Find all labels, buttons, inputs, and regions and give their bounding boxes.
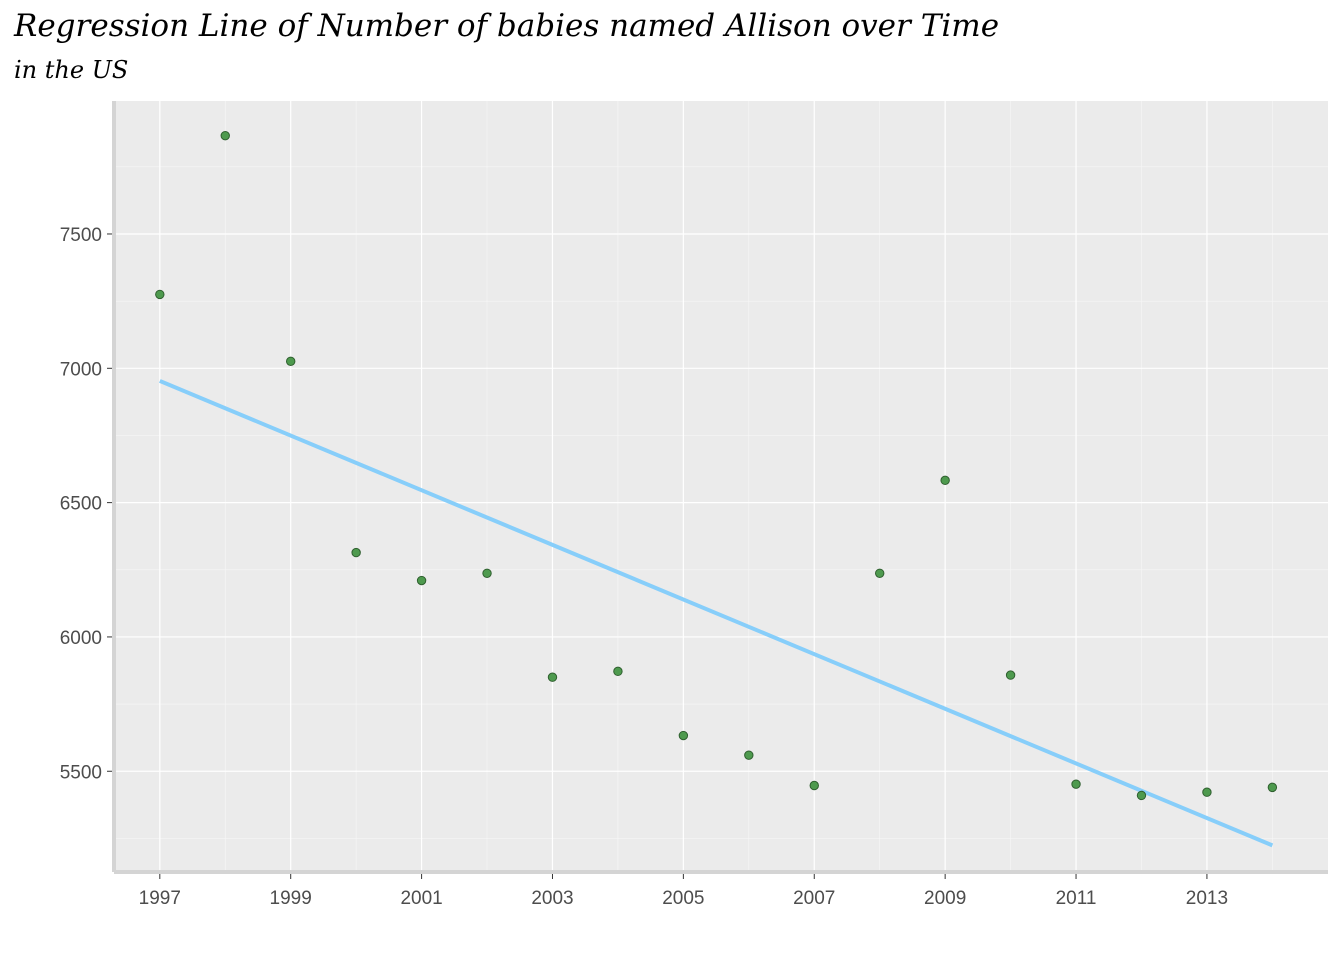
grid-lines: [114, 101, 1328, 872]
data-point: [1005, 670, 1016, 680]
y-tick-label: 5500: [60, 762, 102, 783]
x-tick-label: 2005: [662, 888, 704, 909]
data-point: [1267, 782, 1278, 793]
regression-line: [159, 379, 1274, 848]
x-tick-label: 2009: [924, 888, 966, 909]
data-point: [1136, 790, 1147, 801]
y-tick-label: 6000: [60, 628, 102, 649]
data-point: [482, 568, 492, 578]
data-point: [809, 780, 819, 791]
x-tick-label: 1999: [270, 888, 312, 909]
data-point: [940, 475, 950, 486]
x-tick-label: 2001: [400, 888, 442, 909]
data-point: [875, 568, 885, 578]
data-point: [416, 575, 427, 586]
x-tick-label: 2007: [793, 888, 835, 909]
data-point: [351, 547, 361, 558]
axes: [107, 101, 1328, 879]
x-tick-label: 2003: [531, 888, 573, 909]
data-point: [678, 730, 689, 741]
plot-panel: [114, 101, 1328, 872]
data-point: [613, 666, 623, 677]
data-point: [1202, 787, 1212, 797]
chart-title: Regression Line of Number of babies name…: [14, 8, 1000, 44]
chart-subtitle: in the US: [14, 56, 129, 84]
panel-background: [114, 101, 1328, 872]
y-tick-label: 7000: [60, 359, 102, 380]
data-point: [220, 130, 230, 141]
data-points: [155, 130, 1278, 801]
regression-line-layer: [159, 379, 1274, 848]
y-tick-label: 6500: [60, 494, 102, 515]
data-point: [286, 356, 296, 367]
x-tick-label: 2013: [1186, 888, 1228, 909]
x-tick-label: 1997: [139, 888, 181, 909]
data-point: [744, 750, 754, 760]
data-point: [155, 289, 165, 300]
x-tick-label: 2011: [1056, 888, 1097, 909]
data-point: [547, 672, 558, 682]
tick-labels: 1997 1999 2001 2003 2005 2007 2009 2011 2013 5500…: [60, 225, 1228, 909]
data-point: [1071, 779, 1081, 789]
y-tick-label: 7500: [60, 225, 102, 246]
